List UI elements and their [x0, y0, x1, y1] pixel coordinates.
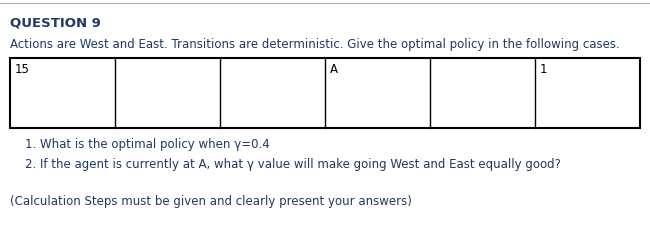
Text: A: A — [330, 63, 338, 76]
Text: (Calculation Steps must be given and clearly present your answers): (Calculation Steps must be given and cle… — [10, 195, 412, 208]
Text: 1. What is the optimal policy when γ=0.4: 1. What is the optimal policy when γ=0.4 — [25, 138, 270, 151]
Text: Actions are West and East. Transitions are deterministic. Give the optimal polic: Actions are West and East. Transitions a… — [10, 38, 619, 51]
Text: QUESTION 9: QUESTION 9 — [10, 16, 101, 29]
Text: 2. If the agent is currently at A, what γ value will make going West and East eq: 2. If the agent is currently at A, what … — [25, 158, 561, 171]
Text: 1: 1 — [540, 63, 547, 76]
Bar — [10, 58, 640, 128]
Text: 15: 15 — [15, 63, 30, 76]
